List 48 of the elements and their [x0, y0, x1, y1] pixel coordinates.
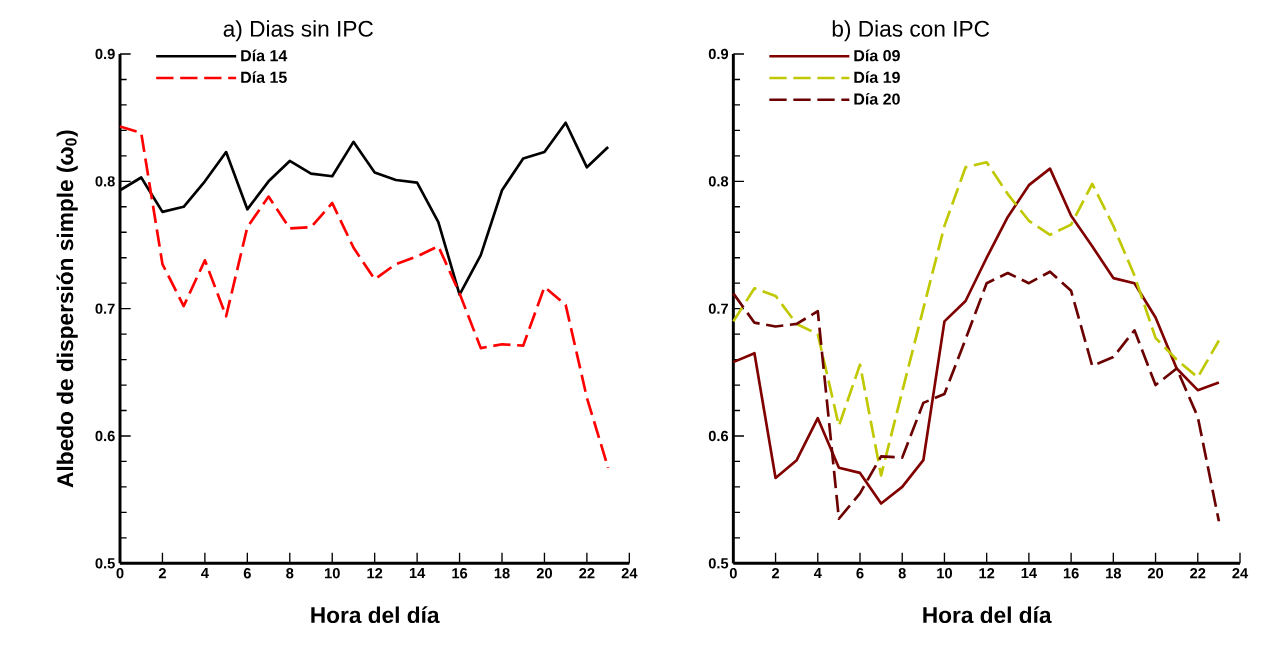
y-tick-label: 0.5 [95, 558, 115, 569]
y-tick-label: 0.9 [95, 48, 115, 60]
y-tick-label: 0.8 [95, 176, 115, 187]
line-series [732, 270, 1221, 523]
y-tick-label: 0.7 [95, 303, 115, 314]
x-tick-label: 4 [813, 568, 822, 579]
x-tick-label: 24 [1232, 568, 1249, 579]
y-tick-label: 0.6 [708, 430, 729, 442]
x-tick-label: 14 [1021, 568, 1037, 579]
x-tick-label: 22 [579, 568, 595, 579]
y-tick-label: 0.5 [708, 558, 729, 569]
chart-title: b) Dias con IPC [832, 20, 990, 42]
x-tick-label: 12 [367, 568, 383, 579]
y-axis-title: Albedo de dispersión simple (ω$_{0}$) [56, 130, 78, 488]
x-tick-label: 20 [1147, 568, 1164, 579]
x-tick-label: 16 [1063, 568, 1079, 579]
x-tick-label: 10 [937, 568, 952, 579]
x-tick-label: 22 [1190, 568, 1206, 579]
x-tick-label: 16 [452, 568, 468, 579]
x-tick-label: 4 [201, 568, 209, 579]
x-tick-label: 6 [243, 568, 251, 579]
legend-label: Día 14 [241, 49, 288, 62]
x-tick-label: 0 [729, 568, 737, 579]
x-tick-label: 18 [1106, 568, 1122, 579]
y-tick-label: 0.6 [95, 430, 115, 442]
x-tick-label: 8 [898, 568, 906, 579]
y-tick-label: 0.7 [708, 303, 728, 314]
x-axis-title: Hora del día [311, 606, 440, 624]
y-tick-label: 0.8 [708, 176, 729, 187]
x-tick-label: 14 [409, 568, 426, 579]
x-tick-label: 20 [536, 568, 552, 579]
x-tick-label: 24 [621, 568, 638, 579]
x-tick-label: 18 [494, 568, 510, 579]
legend-label: Día 15 [241, 71, 287, 84]
legend-label: Día 19 [854, 71, 900, 84]
x-tick-label: 12 [979, 568, 995, 579]
chart-title: a) Dias sin IPC [223, 20, 373, 42]
x-tick-label: 10 [324, 568, 340, 579]
x-tick-label: 6 [856, 568, 864, 579]
x-axis-title: Hora del día [923, 606, 1052, 624]
x-tick-label: 8 [286, 568, 294, 579]
x-tick-label: 2 [771, 568, 780, 579]
x-tick-label: 2 [158, 568, 166, 579]
x-tick-label: 0 [116, 568, 124, 579]
line-series [118, 125, 610, 470]
y-tick-label: 0.9 [708, 48, 729, 60]
legend-label: Día 09 [854, 49, 900, 62]
legend-label: Día 20 [854, 92, 900, 105]
